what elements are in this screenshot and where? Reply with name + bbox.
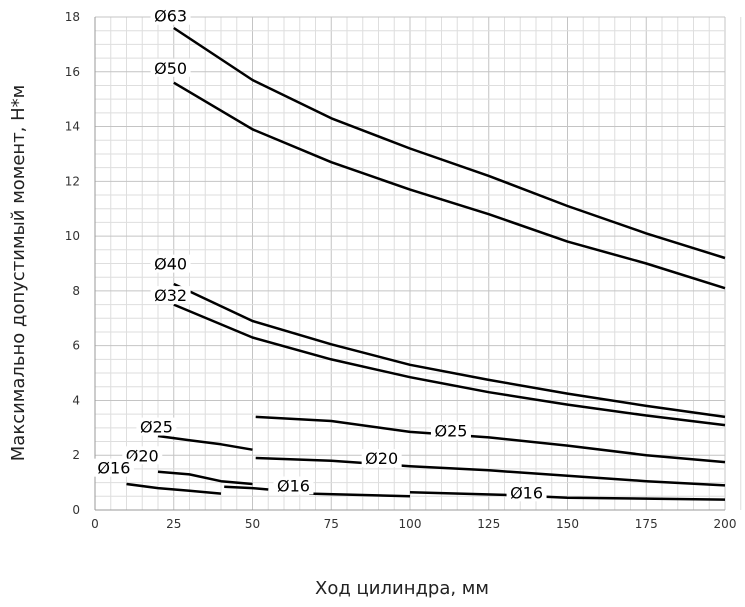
series-line-d20-6 — [157, 470, 253, 486]
series-label-backdrop — [136, 417, 177, 436]
series-line-d32-3 — [173, 303, 726, 427]
series-label-backdrop — [150, 286, 191, 305]
tick-labels: 0 25 50 75 100 125 150 175 200 0 2 4 6 8 10 12 14 16 18 — [65, 10, 737, 531]
x-tick-label: 50 — [245, 517, 260, 531]
series-label-backdrop — [150, 254, 191, 273]
y-tick-label: 0 — [72, 503, 80, 517]
y-tick-label: 14 — [65, 120, 80, 134]
series-line-d40-2 — [173, 282, 726, 419]
y-tick-label: 10 — [65, 229, 80, 243]
x-tick-label: 175 — [635, 517, 658, 531]
series-line-d50-1 — [173, 81, 726, 290]
series-label-d50: Ø50 — [154, 59, 187, 78]
series-label-d20: Ø20 — [365, 449, 398, 468]
series-label-d32: Ø32 — [154, 286, 187, 305]
series-label-backdrop — [361, 449, 402, 468]
series-label-backdrop — [150, 58, 191, 77]
series-label-backdrop — [506, 483, 547, 502]
series-label-d20: Ø20 — [126, 446, 159, 465]
y-tick-label: 4 — [72, 393, 80, 407]
series-label-backdrop — [430, 421, 471, 440]
series-label-d16: Ø16 — [97, 459, 130, 478]
x-tick-label: 25 — [166, 517, 181, 531]
series-label-backdrop — [150, 6, 191, 25]
x-tick-label: 125 — [477, 517, 500, 531]
x-tick-label: 150 — [556, 517, 579, 531]
x-tick-label: 0 — [91, 517, 99, 531]
series-label-d25: Ø25 — [140, 418, 173, 437]
series-line-d25-5 — [255, 415, 726, 464]
series-label-d16: Ø16 — [510, 483, 543, 502]
x-tick-label: 100 — [399, 517, 422, 531]
series-label-d63: Ø63 — [154, 7, 187, 26]
y-tick-label: 2 — [72, 448, 80, 462]
y-tick-label: 16 — [65, 65, 80, 79]
y-tick-label: 12 — [65, 174, 80, 188]
series-label-backdrop — [273, 476, 314, 495]
series-line-d16-8 — [126, 482, 222, 495]
x-axis-title: Ход цилиндра, мм — [315, 578, 489, 599]
series-label-backdrop — [93, 458, 134, 477]
series-line-d63-0 — [173, 26, 726, 260]
y-tick-label: 8 — [72, 284, 80, 298]
y-axis-title: Максимально допустимый момент, Н*м — [8, 85, 29, 461]
x-tick-label: 200 — [714, 517, 737, 531]
series-lines — [126, 26, 726, 501]
series-label-d25: Ø25 — [434, 422, 467, 441]
x-tick-label: 75 — [324, 517, 339, 531]
series-line-d16-10 — [309, 492, 411, 498]
y-tick-label: 18 — [65, 10, 80, 24]
series-line-d20-7 — [255, 456, 726, 487]
series-label-d16: Ø16 — [277, 476, 310, 495]
series-label-d40: Ø40 — [154, 255, 187, 274]
series-line-d16-9 — [224, 485, 269, 491]
series-line-d25-4 — [157, 434, 253, 451]
y-tick-label: 6 — [72, 339, 80, 353]
